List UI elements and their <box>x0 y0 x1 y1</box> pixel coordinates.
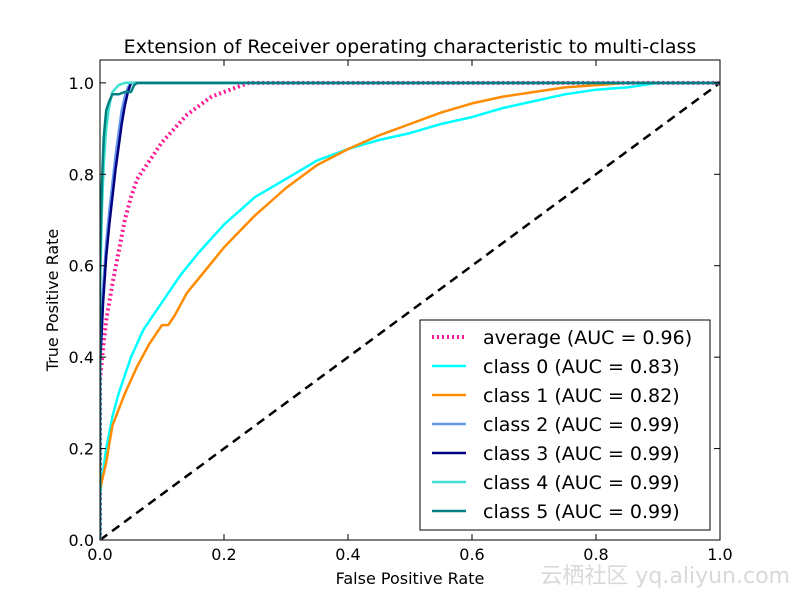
chance-diagonal-line <box>100 81 720 540</box>
y-tick-label: 0.4 <box>69 348 94 367</box>
roc-curve-series-1 <box>100 81 720 540</box>
legend-label-4: class 3 (AUC = 0.99) <box>483 443 680 465</box>
roc-curve-series-4 <box>100 81 720 540</box>
x-tick-label: 0.8 <box>583 545 608 564</box>
legend-label-0: average (AUC = 0.96) <box>483 327 692 349</box>
y-axis-label: True Positive Rate <box>43 229 62 373</box>
x-tick-label: 0.0 <box>87 545 112 564</box>
y-tick-label: 0.6 <box>69 257 94 276</box>
roc-curve-series-6 <box>100 81 720 540</box>
x-tick-label: 0.6 <box>459 545 484 564</box>
plot-area <box>100 80 720 540</box>
legend-label-5: class 4 (AUC = 0.99) <box>483 472 680 494</box>
roc-curves <box>100 80 720 540</box>
legend: average (AUC = 0.96) class 0 (AUC = 0.83)… <box>419 319 711 531</box>
x-axis-ticks: 0.0 0.2 0.4 0.6 0.8 1.0 <box>87 60 733 564</box>
y-tick-label: 1.0 <box>69 74 94 93</box>
y-tick-label: 0.2 <box>69 440 94 459</box>
x-tick-label: 0.4 <box>335 545 360 564</box>
y-tick-label: 0.8 <box>69 165 94 184</box>
legend-items: average (AUC = 0.96) class 0 (AUC = 0.83)… <box>432 327 692 523</box>
plot-frame <box>99 59 721 541</box>
legend-frame <box>419 319 711 531</box>
roc-curve-series-0 <box>100 80 720 540</box>
legend-label-1: class 0 (AUC = 0.83) <box>483 356 680 378</box>
x-tick-label: 0.2 <box>211 545 236 564</box>
y-tick-label: 0.0 <box>69 531 94 550</box>
x-tick-label: 1.0 <box>707 545 732 564</box>
watermark: 云栖社区 yq.aliyun.com <box>540 564 790 589</box>
x-axis-label: False Positive Rate <box>336 569 485 588</box>
chart-title: Extension of Receiver operating characte… <box>124 36 697 58</box>
y-axis-ticks: 0.0 0.2 0.4 0.6 0.8 1.0 <box>69 74 720 550</box>
legend-label-2: class 1 (AUC = 0.82) <box>483 385 680 407</box>
legend-label-6: class 5 (AUC = 0.99) <box>483 501 680 523</box>
roc-curve-series-2 <box>100 81 720 540</box>
legend-label-3: class 2 (AUC = 0.99) <box>483 414 680 436</box>
